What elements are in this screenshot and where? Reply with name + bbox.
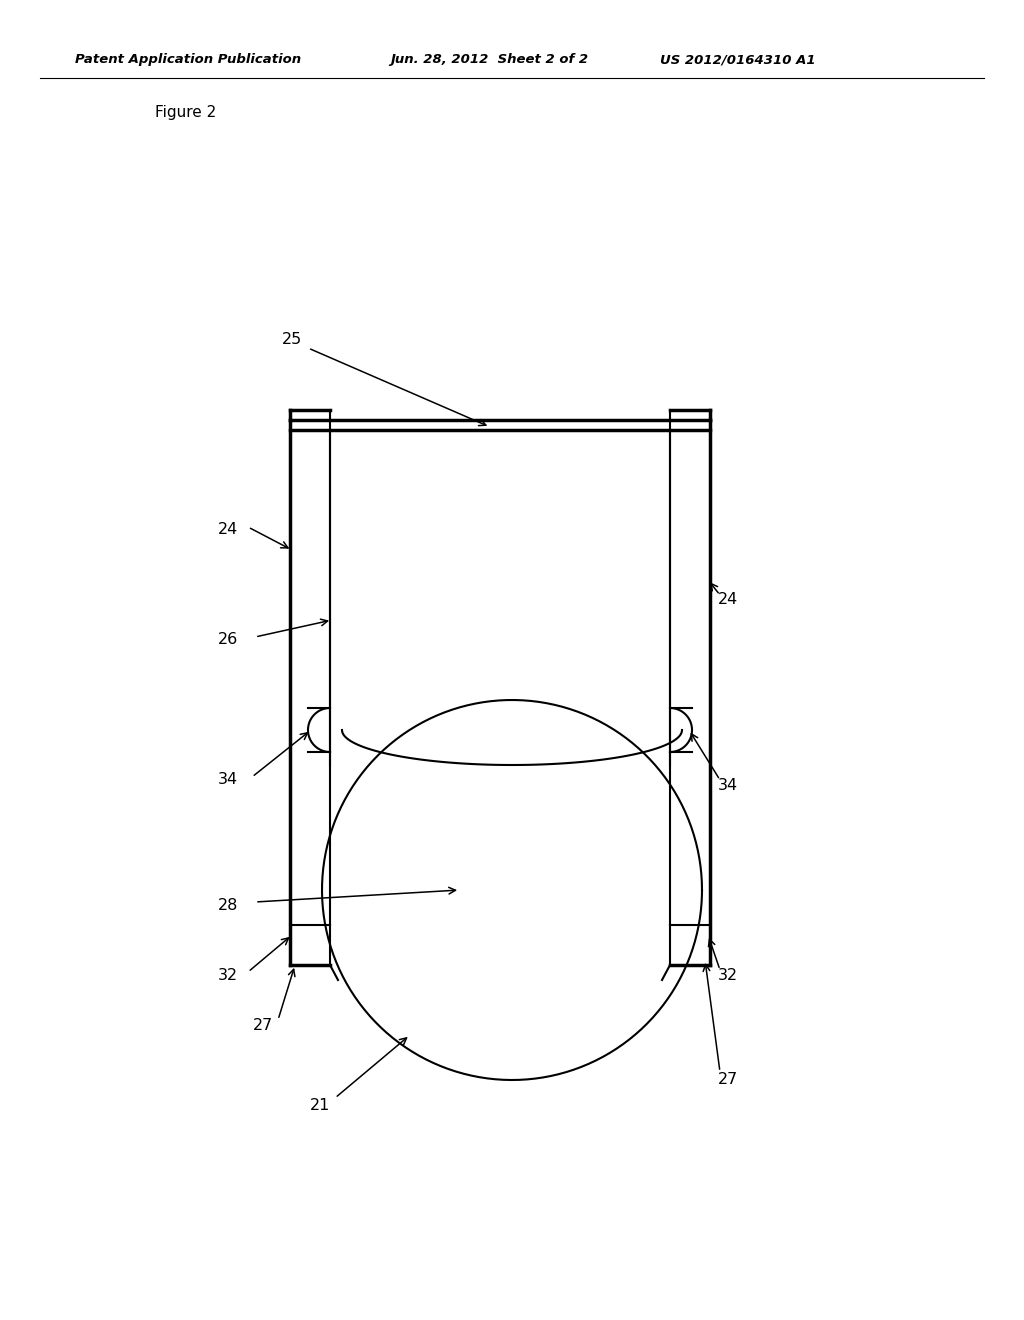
Text: US 2012/0164310 A1: US 2012/0164310 A1: [660, 54, 816, 66]
Text: 32: 32: [218, 968, 239, 982]
Text: 28: 28: [218, 898, 239, 912]
Text: 34: 34: [718, 777, 738, 792]
Text: 26: 26: [218, 632, 239, 648]
Text: Figure 2: Figure 2: [155, 104, 216, 120]
Text: 24: 24: [718, 593, 738, 607]
Text: Jun. 28, 2012  Sheet 2 of 2: Jun. 28, 2012 Sheet 2 of 2: [390, 54, 588, 66]
Text: 34: 34: [218, 772, 239, 788]
Text: 27: 27: [718, 1072, 738, 1088]
Text: 25: 25: [282, 333, 302, 347]
Text: 21: 21: [310, 1097, 331, 1113]
Text: 27: 27: [253, 1018, 273, 1032]
Text: Patent Application Publication: Patent Application Publication: [75, 54, 301, 66]
Text: 32: 32: [718, 968, 738, 982]
Text: 24: 24: [218, 523, 239, 537]
